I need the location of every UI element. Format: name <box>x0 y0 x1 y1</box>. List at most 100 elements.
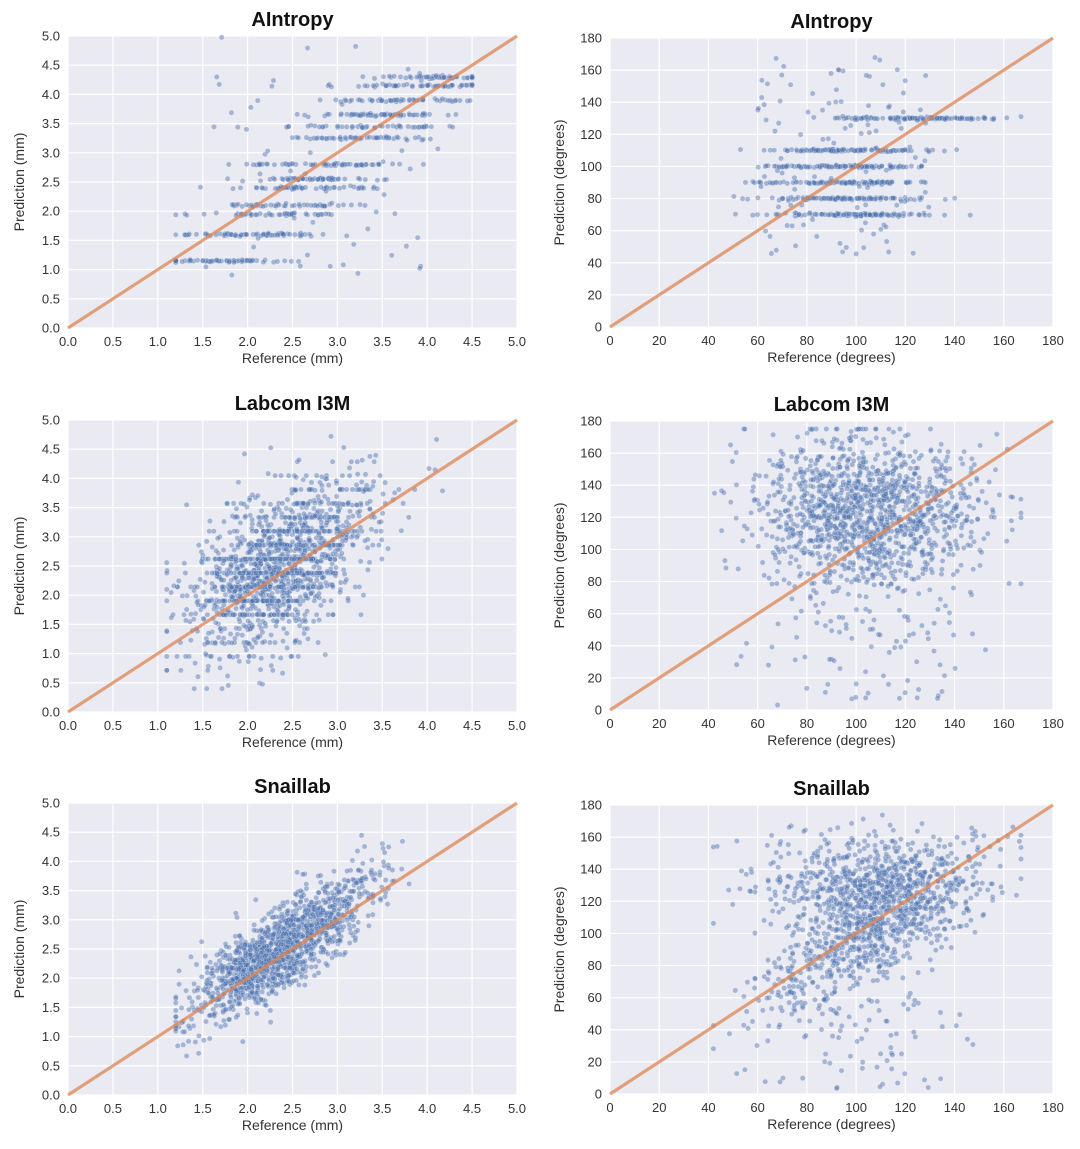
scatter-point <box>357 112 364 119</box>
x-tick-label: 2.5 <box>283 718 301 733</box>
scatter-point <box>897 451 903 458</box>
scatter-point <box>243 201 250 208</box>
scatter-point <box>796 563 802 570</box>
scatter-point <box>863 594 869 600</box>
scatter-point <box>805 164 812 170</box>
scatter-point <box>826 543 832 550</box>
scatter-point <box>896 472 903 479</box>
scatter-point <box>267 211 274 218</box>
x-tick-label: 60 <box>750 716 764 731</box>
scatter-point <box>820 483 827 490</box>
scatter-point <box>807 525 814 531</box>
scatter-point <box>947 546 954 552</box>
scatter-point <box>427 136 434 142</box>
scatter-point <box>309 176 316 183</box>
scatter-point <box>417 83 424 89</box>
scatter-point <box>833 162 840 168</box>
scatter-point <box>891 210 898 217</box>
scatter-point <box>849 524 856 531</box>
scatter-point <box>915 686 922 693</box>
scatter-point <box>409 83 416 90</box>
scatter-point <box>901 506 908 513</box>
scatter-point <box>363 161 370 168</box>
y-axis-label: Prediction (degrees) <box>551 119 567 245</box>
scatter-point <box>825 681 831 688</box>
scatter-point <box>328 433 334 440</box>
scatter-point <box>182 570 189 576</box>
scatter-point <box>333 480 340 486</box>
scatter-point <box>850 451 857 457</box>
scatter-point <box>221 231 228 237</box>
y-axis-label: Prediction (mm) <box>11 517 27 616</box>
scatter-point <box>772 128 778 134</box>
scatter-point <box>827 618 834 625</box>
x-tick-label: 0.5 <box>104 718 122 733</box>
scatter-point <box>246 541 252 547</box>
y-tick-label: 3.0 <box>42 529 60 544</box>
scatter-point <box>300 584 306 591</box>
scatter-point <box>858 147 864 153</box>
scatter-point <box>964 115 971 122</box>
x-tick-label: 140 <box>944 333 966 348</box>
x-tick-label: 3.5 <box>373 334 391 349</box>
scatter-point <box>836 509 843 516</box>
scatter-point <box>810 503 817 509</box>
scatter-point <box>343 232 350 239</box>
scatter-point <box>373 528 379 535</box>
scatter-point <box>332 97 339 103</box>
scatter-point <box>334 124 341 131</box>
y-tick-label: 160 <box>580 446 602 461</box>
scatter-point <box>939 504 945 510</box>
scatter-point <box>986 479 993 485</box>
scatter-point <box>265 230 272 236</box>
scatter-point <box>805 109 811 115</box>
scatter-point <box>353 481 360 488</box>
scatter-point <box>277 655 284 661</box>
scatter-point <box>821 507 828 514</box>
scatter-point <box>381 191 387 198</box>
scatter-point <box>265 606 272 612</box>
scatter-point <box>932 525 938 532</box>
scatter-point <box>183 606 190 613</box>
scatter-point <box>946 540 953 547</box>
scatter-point <box>913 658 920 665</box>
scatter-point <box>247 556 254 562</box>
scatter-point <box>280 638 286 644</box>
scatter-point <box>870 504 877 510</box>
scatter-point <box>368 526 375 533</box>
scatter-point <box>831 568 838 575</box>
scatter-point <box>833 525 840 532</box>
scatter-point <box>337 486 343 493</box>
scatter-point <box>974 516 981 522</box>
scatter-point <box>338 111 345 117</box>
scatter-point <box>848 428 854 435</box>
scatter-point <box>925 204 932 210</box>
scatter-point <box>332 572 339 579</box>
scatter-point <box>808 512 815 519</box>
scatter-point <box>796 163 803 169</box>
y-tick-label: 180 <box>580 414 602 429</box>
scatter-point <box>784 222 791 229</box>
scatter-point <box>866 549 873 556</box>
scatter-point <box>893 638 900 645</box>
scatter-point <box>790 179 796 186</box>
scatter-point <box>731 193 737 200</box>
scatter-point <box>764 211 770 218</box>
scatter-point <box>844 485 850 492</box>
scatter-point <box>769 195 776 201</box>
scatter-point <box>942 196 949 203</box>
scatter-point <box>353 534 360 541</box>
scatter-point <box>863 493 870 500</box>
scatter-point <box>779 170 785 176</box>
scatter-point <box>308 479 315 486</box>
scatter-point <box>774 167 781 174</box>
scatter-point <box>892 576 898 582</box>
scatter-point <box>982 115 988 122</box>
scatter-point <box>899 439 905 445</box>
scatter-point <box>319 135 325 141</box>
scatter-point <box>903 483 910 490</box>
scatter-point <box>914 695 921 701</box>
scatter-point <box>951 523 958 529</box>
y-tick-label: 0 <box>595 703 602 718</box>
scatter-point <box>294 598 301 604</box>
